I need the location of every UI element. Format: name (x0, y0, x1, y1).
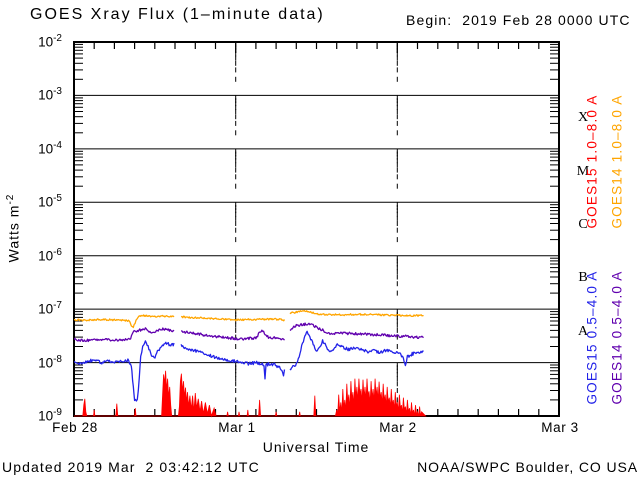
series-goes15-short (289, 330, 424, 371)
x-tick-label: Mar 2 (379, 420, 417, 435)
flare-class-letter-m: M (576, 164, 590, 179)
attribution: NOAA/SWPC Boulder, CO USA (417, 459, 638, 475)
y-tick-label: 10-6 (38, 247, 62, 264)
legend-goes14-long: GOES14 1.0–8.0 A (609, 94, 625, 229)
legend-goes15-short: GOES15 0.5–4.0 A (584, 270, 600, 405)
series-goes14-short (181, 329, 285, 341)
series-goes15-short (74, 340, 175, 402)
series-goes14-long (74, 314, 175, 329)
series-goes15-long (74, 370, 427, 418)
series-goes14-long (289, 309, 424, 318)
updated-timestamp: Updated 2019 Mar 2 03:42:12 UTC (2, 459, 260, 475)
series-goes14-short (74, 327, 175, 343)
y-tick-label: 10-7 (38, 300, 62, 317)
flare-class-letter-c: C (578, 217, 588, 232)
x-minor-ticks (93, 43, 540, 415)
y-tick-label: 10-9 (38, 407, 62, 424)
day-boundary-dotted-lines (235, 41, 398, 403)
series-goes14-short (289, 322, 424, 340)
chart-title: GOES Xray Flux (1–minute data) (30, 6, 325, 23)
plot-frame (73, 41, 560, 417)
begin-timestamp: Begin: 2019 Feb 28 0000 UTC (406, 12, 631, 28)
y-tick-label: 10-2 (38, 33, 62, 50)
x-tick-label: Mar 1 (218, 420, 256, 435)
y-minor-ticks (75, 43, 558, 401)
y-tick-label: 10-4 (38, 140, 62, 157)
flare-class-letter-a: A (577, 324, 589, 339)
x-tick-label: Feb 28 (52, 420, 98, 435)
y-tick-label: 10-8 (38, 354, 62, 371)
flare-class-letter-x: X (577, 110, 589, 125)
y-tick-label: 10-5 (38, 193, 62, 210)
series-goes14-long (180, 315, 286, 322)
legend-goes15-long: GOES15 1.0–8.0 A (584, 94, 600, 229)
decade-gridlines (74, 94, 559, 364)
legend-goes14-short: GOES14 0.5–4.0 A (609, 270, 625, 405)
y-tick-label: 10-3 (38, 86, 62, 103)
x-tick-label: Mar 3 (541, 420, 579, 435)
flare-class-letter-b: B (578, 270, 588, 285)
series-goes15-short (180, 344, 286, 380)
x-axis-label: Universal Time (262, 439, 370, 455)
